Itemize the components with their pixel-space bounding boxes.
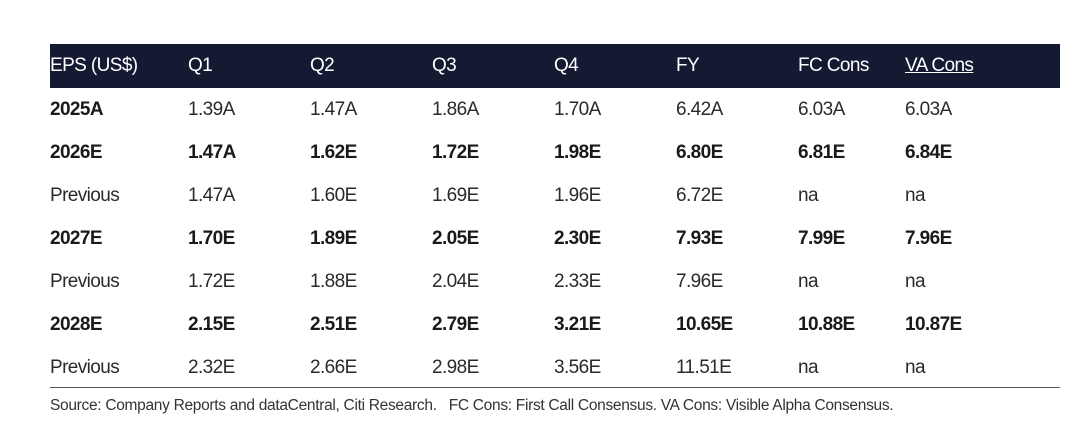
row-label: 2028E <box>50 314 103 335</box>
value-cell: 6.03A <box>905 99 952 120</box>
value-cell: 2.33E <box>554 271 601 292</box>
value-cell: 10.87E <box>905 314 962 335</box>
header-cell: Q3 <box>432 55 457 76</box>
value-cell: 1.89E <box>310 228 357 249</box>
value-cell: 2.05E <box>432 228 479 249</box>
value-cell: 2.04E <box>432 271 479 292</box>
value-cell: 11.51E <box>676 357 732 378</box>
value-cell: 2.51E <box>310 314 357 335</box>
value-cell: 2.98E <box>432 357 479 378</box>
source-note: Source: Company Reports and dataCentral,… <box>50 397 894 414</box>
header-cell: Q4 <box>554 55 579 76</box>
value-cell: 1.47A <box>188 142 236 163</box>
value-cell: 1.98E <box>554 142 601 163</box>
value-cell: 10.65E <box>676 314 733 335</box>
value-cell: 3.56E <box>554 357 601 378</box>
value-cell: 7.99E <box>798 228 845 249</box>
row-label: 2026E <box>50 142 103 163</box>
value-cell: 6.84E <box>905 142 952 163</box>
value-cell: 1.86A <box>432 99 479 120</box>
value-cell: na <box>905 185 926 206</box>
value-cell: 1.39A <box>188 99 235 120</box>
bottom-rule <box>50 387 1060 388</box>
value-cell: 2.79E <box>432 314 479 335</box>
value-cell: 1.72E <box>432 142 479 163</box>
row-label: Previous <box>50 185 120 206</box>
value-cell: 10.88E <box>798 314 855 335</box>
row-label: Previous <box>50 357 120 378</box>
value-cell: 2.66E <box>310 357 357 378</box>
value-cell: 6.81E <box>798 142 845 163</box>
value-cell: 1.96E <box>554 185 601 206</box>
header-cell: EPS (US$) <box>50 55 138 76</box>
row-label: 2027E <box>50 228 103 249</box>
value-cell: 6.42A <box>676 99 723 120</box>
value-cell: na <box>798 185 819 206</box>
header-cell: Q1 <box>188 55 213 76</box>
value-cell: 1.62E <box>310 142 357 163</box>
value-cell: 1.88E <box>310 271 357 292</box>
value-cell: na <box>798 357 819 378</box>
value-cell: na <box>798 271 819 292</box>
value-cell: 7.96E <box>905 228 952 249</box>
header-cell: Q2 <box>310 55 335 76</box>
row-label: Previous <box>50 271 120 292</box>
value-cell: 6.80E <box>676 142 723 163</box>
value-cell: 1.72E <box>188 271 235 292</box>
value-cell: 3.21E <box>554 314 601 335</box>
row-label: 2025A <box>50 99 104 120</box>
value-cell: 1.70A <box>554 99 601 120</box>
value-cell: 6.72E <box>676 185 723 206</box>
header-cell: VA Cons <box>905 55 974 76</box>
value-cell: 2.30E <box>554 228 601 249</box>
header-bar <box>50 44 1060 88</box>
value-cell: 1.47A <box>310 99 357 120</box>
value-cell: na <box>905 271 926 292</box>
value-cell: na <box>905 357 926 378</box>
value-cell: 2.15E <box>188 314 235 335</box>
header-cell: FY <box>676 55 700 76</box>
value-cell: 2.32E <box>188 357 235 378</box>
value-cell: 1.70E <box>188 228 235 249</box>
value-cell: 6.03A <box>798 99 845 120</box>
header-cell: FC Cons <box>798 55 869 76</box>
value-cell: 1.60E <box>310 185 357 206</box>
value-cell: 1.69E <box>432 185 479 206</box>
value-cell: 1.47A <box>188 185 235 206</box>
value-cell: 7.93E <box>676 228 723 249</box>
value-cell: 7.96E <box>676 271 723 292</box>
